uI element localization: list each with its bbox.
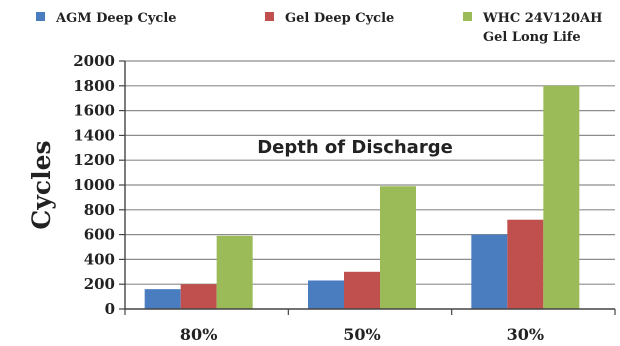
bars bbox=[144, 85, 580, 309]
y-axis-ticks: 0 200 400 600 800 1000 1200 1400 1600 1800 2000 bbox=[73, 52, 125, 318]
bar bbox=[344, 271, 380, 309]
bar bbox=[543, 85, 580, 309]
bar bbox=[380, 186, 416, 309]
y-tick-label: 0 bbox=[105, 300, 115, 318]
y-tick-label: 800 bbox=[84, 201, 115, 219]
y-tick-label: 1800 bbox=[73, 77, 115, 95]
bar bbox=[180, 284, 217, 309]
y-axis-label: Cycles bbox=[27, 140, 56, 229]
bar bbox=[308, 280, 344, 309]
y-tick-label: 400 bbox=[84, 250, 115, 268]
bar bbox=[144, 289, 181, 309]
legend-label: Gel Long Life bbox=[483, 30, 581, 45]
gridlines bbox=[125, 60, 615, 285]
legend-swatch bbox=[36, 12, 45, 21]
y-tick-label: 1400 bbox=[73, 126, 115, 144]
x-tick-label: 30% bbox=[507, 325, 544, 344]
legend-label: Gel Deep Cycle bbox=[285, 11, 394, 26]
x-axis: 80% 50% 30% bbox=[124, 61, 616, 344]
chart-annotation: Depth of Discharge bbox=[257, 137, 453, 158]
legend-swatch bbox=[265, 12, 274, 21]
y-tick-label: 1200 bbox=[73, 151, 115, 169]
y-tick-label: 1600 bbox=[73, 102, 115, 120]
bar bbox=[471, 234, 508, 309]
y-tick-label: 2000 bbox=[73, 52, 115, 70]
x-tick-label: 50% bbox=[343, 325, 380, 344]
x-tick-label: 80% bbox=[180, 325, 217, 344]
y-tick-label: 200 bbox=[84, 275, 115, 293]
legend-swatch bbox=[463, 12, 472, 21]
legend-label: AGM Deep Cycle bbox=[55, 11, 177, 26]
bar bbox=[216, 235, 253, 309]
y-tick-label: 600 bbox=[84, 226, 115, 244]
y-tick-label: 1000 bbox=[73, 176, 115, 194]
legend: AGM Deep Cycle Gel Deep Cycle WHC 24V120AH… bbox=[36, 11, 602, 45]
legend-label: WHC 24V120AH bbox=[482, 11, 602, 26]
bar bbox=[507, 219, 544, 309]
